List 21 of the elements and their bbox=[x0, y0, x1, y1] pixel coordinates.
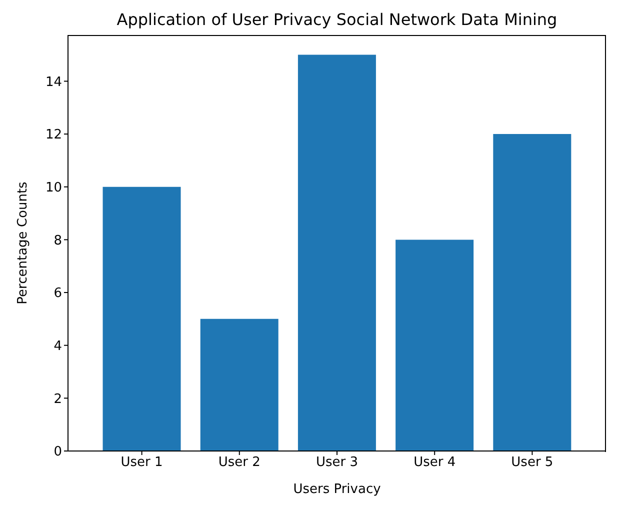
bar bbox=[396, 240, 474, 451]
bar bbox=[298, 54, 376, 451]
y-axis-title: Percentage Counts bbox=[16, 181, 31, 304]
y-tick-label: 2 bbox=[54, 392, 62, 407]
bar bbox=[493, 134, 572, 451]
y-tick-label: 12 bbox=[45, 128, 62, 143]
y-tick-label: 6 bbox=[54, 286, 62, 302]
x-tick-label: User 4 bbox=[414, 455, 456, 470]
y-tick-label: 14 bbox=[45, 74, 62, 90]
x-tick-label: User 1 bbox=[120, 455, 163, 470]
x-tick-label: User 2 bbox=[218, 455, 260, 470]
y-tick-label: 10 bbox=[45, 180, 62, 196]
x-tick-label: User 3 bbox=[316, 455, 358, 470]
bar bbox=[200, 318, 278, 451]
bar bbox=[102, 186, 181, 451]
x-tick-label: User 5 bbox=[511, 455, 554, 470]
chart-title: Application of User Privacy Social Network Data Mining bbox=[116, 10, 558, 29]
y-tick-label: 4 bbox=[54, 338, 62, 354]
x-axis-title: Users Privacy bbox=[293, 482, 382, 497]
y-tick-label: 8 bbox=[54, 233, 62, 248]
y-tick-label: 0 bbox=[54, 444, 62, 460]
